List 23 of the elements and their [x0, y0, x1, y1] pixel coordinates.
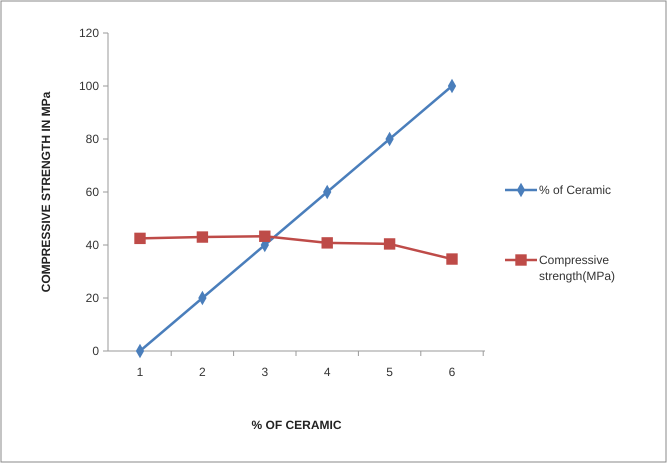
x-axis-title: % OF CERAMIC	[252, 418, 342, 432]
y-tick-label: 0	[92, 344, 100, 358]
x-tick-label: 1	[136, 365, 144, 379]
legend-label: Compressive strength(MPa)	[539, 253, 616, 283]
point	[134, 232, 146, 244]
point	[196, 231, 208, 243]
point	[446, 253, 458, 265]
y-tick-label: 80	[86, 132, 100, 146]
y-tick-label: 100	[78, 79, 100, 94]
point	[322, 237, 333, 249]
legend-label: % of Ceramic	[539, 183, 612, 198]
y-tick-label: 120	[78, 26, 100, 40]
y-axis-title: COMPRESSIVE STRENGTH IN MPa	[39, 91, 53, 292]
point	[259, 230, 270, 242]
x-tick-label: 5	[386, 365, 394, 379]
y-tick-label: 60	[86, 185, 100, 200]
x-tick-label: 2	[199, 365, 206, 379]
point	[384, 238, 396, 250]
y-tick-label: 20	[86, 291, 100, 306]
x-tick-label: 3	[261, 365, 268, 379]
x-tick-label: 4	[324, 365, 331, 379]
x-tick-label: 6	[448, 365, 456, 379]
y-tick-label: 40	[86, 238, 100, 252]
